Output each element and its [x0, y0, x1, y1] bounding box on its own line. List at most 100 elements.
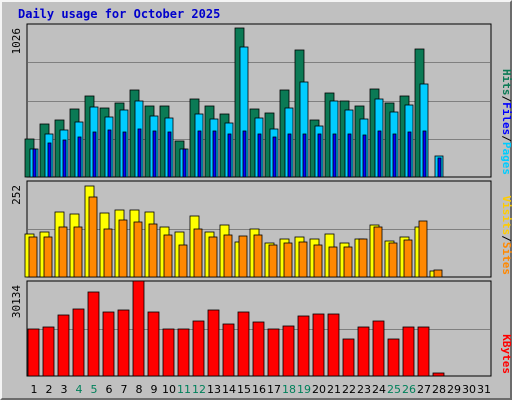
bar-kbytes-day-14: [222, 323, 235, 377]
y-max-label-kbytes: 30134: [10, 285, 23, 318]
bar-pages-day-8: [137, 128, 142, 178]
bar-kbytes-day-5: [87, 291, 100, 377]
y-max-label-visits-sites: 252: [10, 185, 23, 205]
bar-pages-day-19: [302, 133, 307, 178]
bar-sites-day-24: [373, 226, 383, 278]
bar-kbytes-day-18: [282, 325, 295, 377]
bar-sites-day-12: [193, 228, 203, 278]
bar-sites-day-25: [388, 242, 398, 278]
x-tick-day-21: 21: [327, 383, 341, 396]
x-tick-day-31: 31: [477, 383, 491, 396]
x-tick-day-28: 28: [432, 383, 446, 396]
x-tick-day-17: 17: [267, 383, 281, 396]
bar-pages-day-13: [212, 130, 217, 178]
bar-sites-day-11: [178, 244, 188, 278]
bar-pages-day-6: [107, 129, 112, 178]
bar-kbytes-day-6: [102, 311, 115, 377]
x-tick-day-15: 15: [237, 383, 251, 396]
legend-separator: /: [500, 235, 512, 242]
y-max-label-hits-pages-files: 1026: [10, 28, 23, 55]
legend-kbytes: KBytes: [500, 334, 512, 374]
bar-pages-day-26: [407, 131, 412, 178]
bar-sites-day-3: [58, 226, 68, 278]
bar-kbytes-day-25: [387, 338, 400, 377]
legend-item-visits: Visits: [500, 196, 512, 236]
x-tick-day-8: 8: [136, 383, 143, 396]
x-tick-day-22: 22: [342, 383, 356, 396]
bar-kbytes-day-9: [147, 311, 160, 377]
legend-item-pages: Pages: [500, 142, 512, 175]
x-tick-day-24: 24: [372, 383, 386, 396]
x-tick-day-16: 16: [252, 383, 266, 396]
legend-item-files: Files: [500, 102, 512, 135]
bar-sites-day-26: [403, 239, 413, 278]
bar-pages-day-18: [287, 133, 292, 178]
x-tick-day-20: 20: [312, 383, 326, 396]
bar-pages-day-2: [47, 142, 52, 178]
bar-pages-day-20: [317, 133, 322, 178]
bar-kbytes-day-15: [237, 311, 250, 377]
bar-kbytes-day-27: [417, 326, 430, 377]
x-tick-day-27: 27: [417, 383, 431, 396]
legend-visits-sites: Visits/Sites: [500, 196, 512, 276]
bar-sites-day-18: [283, 242, 293, 278]
bar-sites-day-5: [88, 196, 98, 278]
bar-sites-day-15: [238, 235, 248, 278]
x-tick-day-7: 7: [121, 383, 128, 396]
bar-sites-day-22: [343, 246, 353, 278]
bar-kbytes-day-22: [342, 338, 355, 377]
bar-pages-day-23: [362, 134, 367, 178]
bar-pages-day-1: [32, 148, 37, 178]
bar-pages-day-9: [152, 130, 157, 178]
bar-kbytes-day-16: [252, 321, 265, 377]
bar-sites-day-4: [73, 226, 83, 278]
bar-sites-day-9: [148, 223, 158, 278]
bar-kbytes-day-26: [402, 326, 415, 377]
bar-pages-day-27: [422, 130, 427, 178]
x-tick-day-5: 5: [91, 383, 98, 396]
bar-pages-day-17: [272, 136, 277, 178]
bar-kbytes-day-17: [267, 328, 280, 377]
legend-separator: /: [500, 96, 512, 103]
x-tick-day-9: 9: [151, 383, 158, 396]
bar-sites-day-13: [208, 236, 218, 278]
x-tick-day-12: 12: [192, 383, 206, 396]
bar-pages-day-12: [197, 130, 202, 178]
x-tick-day-30: 30: [462, 383, 476, 396]
bar-kbytes-day-1: [27, 328, 40, 377]
bar-kbytes-day-7: [117, 309, 130, 377]
bar-sites-day-28: [433, 269, 443, 278]
bar-pages-day-3: [62, 139, 67, 178]
legend-separator: /: [500, 135, 512, 142]
bar-pages-day-21: [332, 133, 337, 178]
legend-item-sites: Sites: [500, 242, 512, 275]
legend-item-hits: Hits: [500, 69, 512, 96]
bar-sites-day-2: [43, 236, 53, 278]
x-tick-day-23: 23: [357, 383, 371, 396]
bar-sites-day-7: [118, 219, 128, 278]
bar-kbytes-day-21: [327, 313, 340, 377]
bar-kbytes-day-13: [207, 309, 220, 377]
bar-kbytes-day-10: [162, 328, 175, 377]
x-tick-day-6: 6: [106, 383, 113, 396]
bar-sites-day-19: [298, 241, 308, 278]
bar-sites-day-16: [253, 234, 263, 278]
bar-pages-day-5: [92, 131, 97, 178]
x-tick-day-29: 29: [447, 383, 461, 396]
bar-kbytes-day-3: [57, 314, 70, 377]
bar-sites-day-1: [28, 236, 38, 278]
chart-title: Daily usage for October 2025: [18, 7, 221, 21]
bar-kbytes-day-19: [297, 315, 310, 377]
bar-kbytes-day-4: [72, 308, 85, 377]
x-tick-day-26: 26: [402, 383, 416, 396]
bar-kbytes-day-23: [357, 326, 370, 377]
bar-pages-day-24: [377, 130, 382, 178]
bar-pages-day-10: [167, 131, 172, 178]
x-tick-day-25: 25: [387, 383, 401, 396]
bar-pages-day-11: [182, 148, 187, 178]
bar-sites-day-21: [328, 246, 338, 278]
bar-pages-day-25: [392, 133, 397, 178]
bar-pages-day-4: [77, 136, 82, 178]
